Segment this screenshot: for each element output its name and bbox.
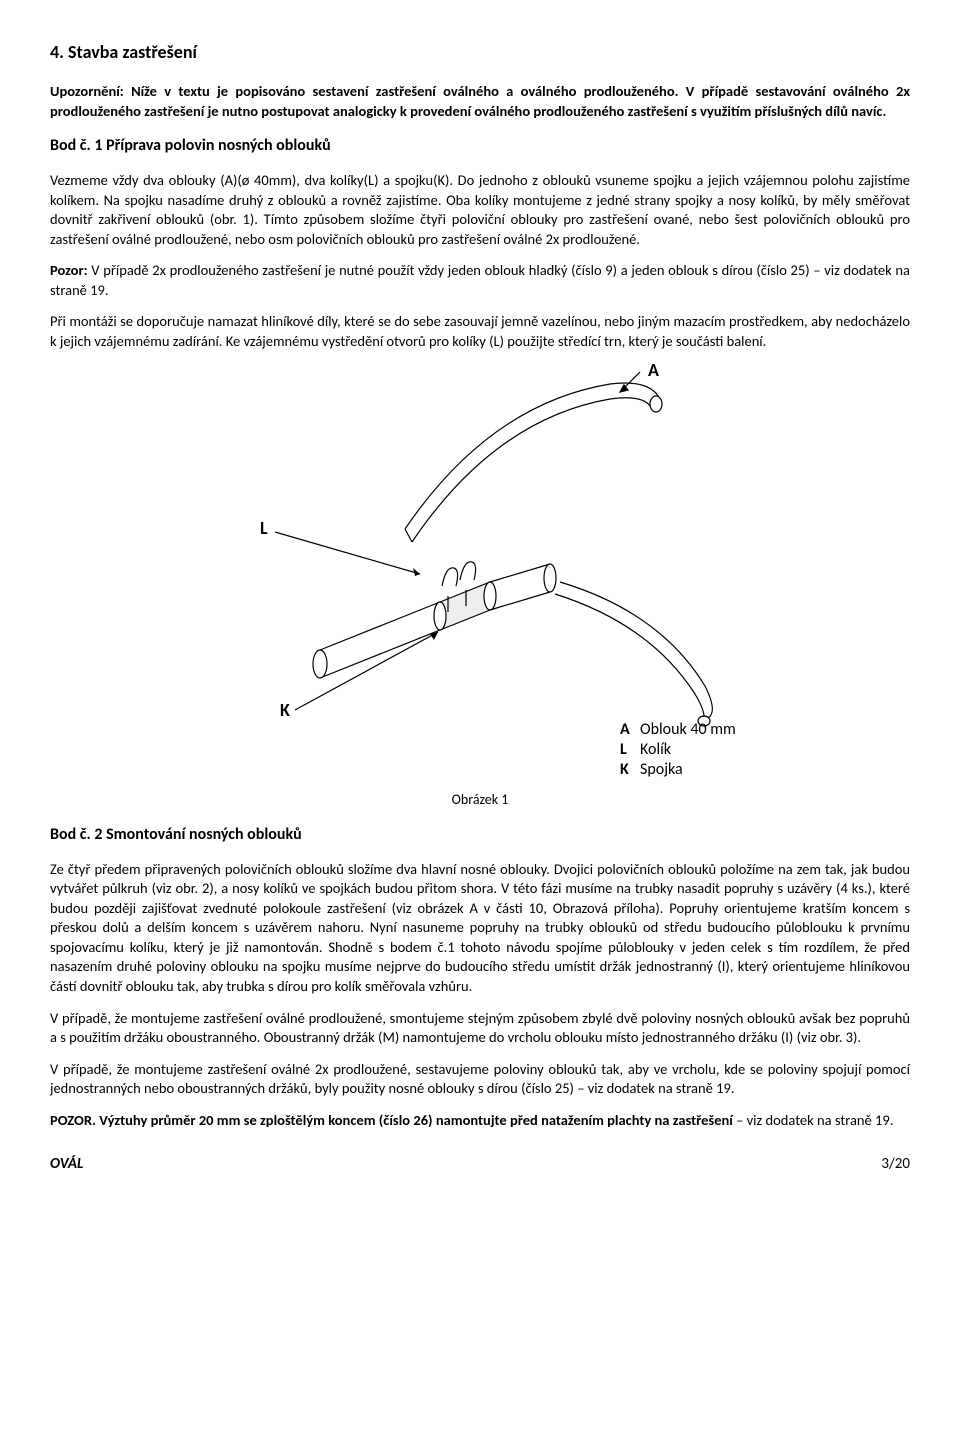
section1-heading: Bod č. 1 Příprava polovin nosných oblouk… — [50, 135, 910, 157]
pozor-label: Pozor: — [50, 261, 88, 279]
assembly-diagram: A L — [190, 364, 770, 784]
section2-paragraph-2: V případě, že montujeme zastřešení ováln… — [50, 1009, 910, 1048]
section1-paragraph-2-text: V případě 2x prodlouženého zastřešení je… — [50, 261, 910, 299]
diagram-container: A L — [50, 364, 910, 790]
page-title: 4. Stavba zastřešení — [50, 40, 910, 64]
section1-paragraph-1: Vezmeme vždy dva oblouky (A)(ø 40mm), dv… — [50, 171, 910, 249]
legend-key-l: L — [620, 740, 627, 759]
diagram-label-k: K — [280, 699, 290, 721]
section2-paragraph-4: POZOR. Výztuhy průměr 20 mm se zploštělý… — [50, 1111, 910, 1131]
section2-heading: Bod č. 2 Smontování nosných oblouků — [50, 824, 910, 846]
footer-page-number: 3/20 — [881, 1154, 910, 1174]
legend-text-l: Kolík — [640, 740, 672, 759]
legend-key-a: A — [620, 720, 630, 739]
section2-paragraph-4-suffix: – viz dodatek na straně 19. — [733, 1111, 894, 1129]
section2-paragraph-1: Ze čtyř předem připravených polovičních … — [50, 860, 910, 997]
legend-key-k: K — [620, 760, 629, 779]
intro-warning: Upozornění: Níže v textu je popisováno s… — [50, 82, 910, 121]
section1-paragraph-2: Pozor: V případě 2x prodlouženého zastře… — [50, 261, 910, 300]
legend-text-k: Spojka — [640, 760, 683, 779]
legend-text-a: Oblouk 40 mm — [640, 720, 736, 739]
diagram-label-l: L — [260, 517, 268, 539]
page-footer: OVÁL 3/20 — [50, 1154, 910, 1174]
diagram-label-a: A — [648, 364, 659, 381]
section2-paragraph-3: V případě, že montujeme zastřešení ováln… — [50, 1060, 910, 1099]
section1-paragraph-3: Při montáži se doporučuje namazat hliník… — [50, 312, 910, 351]
footer-left: OVÁL — [50, 1154, 83, 1174]
figure-caption: Obrázek 1 — [50, 791, 910, 810]
pozor2-label: POZOR. Výztuhy průměr 20 mm se zploštělý… — [50, 1111, 733, 1129]
